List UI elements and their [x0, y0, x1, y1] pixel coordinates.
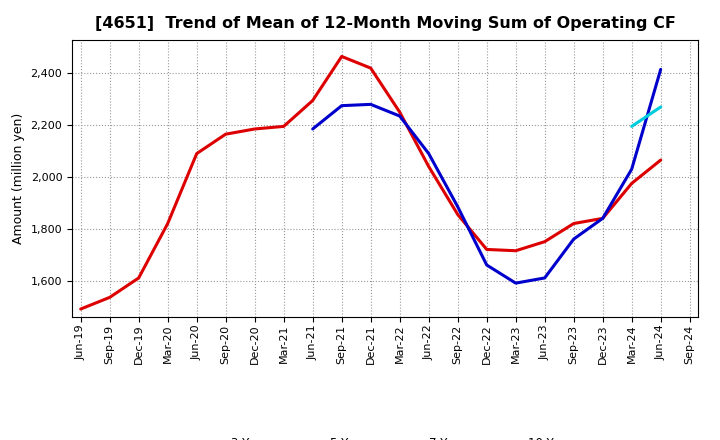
3 Years	[570, 221, 578, 226]
Line: 5 Years: 5 Years	[312, 70, 661, 283]
3 Years	[541, 239, 549, 244]
5 Years	[395, 114, 404, 119]
3 Years	[308, 98, 317, 103]
3 Years	[221, 132, 230, 137]
5 Years	[511, 280, 520, 286]
5 Years	[627, 166, 636, 172]
7 Years	[627, 124, 636, 129]
3 Years	[192, 151, 201, 156]
Y-axis label: Amount (million yen): Amount (million yen)	[12, 113, 25, 244]
3 Years	[511, 248, 520, 253]
5 Years	[338, 103, 346, 108]
5 Years	[366, 102, 375, 107]
3 Years	[424, 164, 433, 169]
3 Years	[76, 306, 85, 312]
3 Years	[105, 295, 114, 300]
5 Years	[454, 204, 462, 209]
5 Years	[424, 151, 433, 156]
3 Years	[366, 66, 375, 71]
3 Years	[135, 275, 143, 281]
3 Years	[338, 54, 346, 59]
5 Years	[541, 275, 549, 281]
Line: 7 Years: 7 Years	[631, 107, 661, 126]
3 Years	[598, 216, 607, 221]
5 Years	[570, 236, 578, 242]
3 Years	[657, 158, 665, 163]
3 Years	[482, 247, 491, 252]
Legend: 3 Years, 5 Years, 7 Years, 10 Years: 3 Years, 5 Years, 7 Years, 10 Years	[187, 433, 583, 440]
5 Years	[308, 126, 317, 132]
Title: [4651]  Trend of Mean of 12-Month Moving Sum of Operating CF: [4651] Trend of Mean of 12-Month Moving …	[95, 16, 675, 32]
3 Years	[454, 212, 462, 217]
3 Years	[163, 221, 172, 226]
3 Years	[279, 124, 288, 129]
5 Years	[657, 67, 665, 72]
Line: 3 Years: 3 Years	[81, 56, 661, 309]
5 Years	[598, 216, 607, 221]
7 Years	[657, 104, 665, 110]
3 Years	[251, 126, 259, 132]
3 Years	[395, 110, 404, 115]
3 Years	[627, 181, 636, 186]
5 Years	[482, 262, 491, 268]
